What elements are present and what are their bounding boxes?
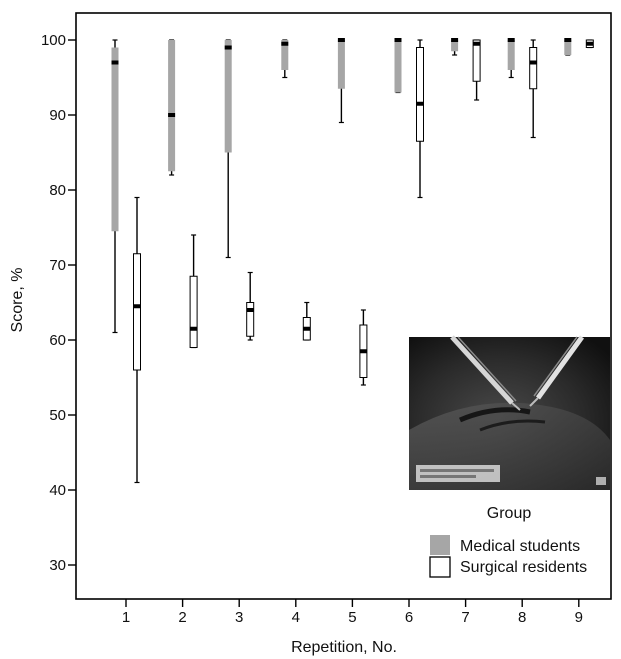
x-tick-label-6: 6 xyxy=(405,609,413,626)
y-tick-label-90: 90 xyxy=(49,107,66,124)
y-tick-label-80: 80 xyxy=(49,182,66,199)
iqr-box-medical-students-rep-7 xyxy=(451,40,459,52)
x-tick-label-5: 5 xyxy=(348,609,356,626)
box-surgical-residents-rep-7 xyxy=(472,39,481,101)
legend-label-medical-students: Medical students xyxy=(460,538,580,555)
box-surgical-residents-rep-6 xyxy=(416,39,424,199)
box-medical-students-rep-7 xyxy=(451,38,459,56)
box-medical-students-rep-4 xyxy=(281,39,289,79)
box-surgical-residents-rep-2 xyxy=(189,234,198,349)
box-surgical-residents-rep-4 xyxy=(302,301,311,341)
box-surgical-residents-rep-3 xyxy=(246,271,255,341)
laparoscopy-inset-image xyxy=(409,335,610,490)
median-surgical-residents-rep-1 xyxy=(133,304,141,309)
iqr-box-medical-students-rep-4 xyxy=(281,40,289,70)
median-medical-students-rep-4 xyxy=(281,41,289,46)
median-medical-students-rep-9 xyxy=(564,38,572,42)
x-tick-label-4: 4 xyxy=(292,609,300,626)
median-medical-students-rep-8 xyxy=(507,38,515,42)
iqr-box-medical-students-rep-8 xyxy=(507,40,515,70)
legend: Group Medical students Surgical resident… xyxy=(429,505,587,578)
median-medical-students-rep-7 xyxy=(451,38,459,42)
median-surgical-residents-rep-4 xyxy=(303,326,311,331)
y-tick-label-40: 40 xyxy=(49,482,66,499)
iqr-box-surgical-residents-rep-3 xyxy=(246,302,255,337)
y-tick-label-70: 70 xyxy=(49,257,66,274)
y-tick-label-60: 60 xyxy=(49,332,66,349)
y-tick-label-100: 100 xyxy=(41,32,66,49)
x-axis-title: Repetition, No. xyxy=(291,639,397,656)
iqr-box-surgical-residents-rep-8 xyxy=(529,47,538,90)
median-medical-students-rep-6 xyxy=(394,38,402,42)
box-medical-students-rep-9 xyxy=(564,38,572,56)
plot-area-frame xyxy=(75,12,612,600)
iqr-box-medical-students-rep-5 xyxy=(337,40,345,89)
legend-swatch-surgical-residents xyxy=(429,556,451,578)
legend-swatch-medical-students xyxy=(430,535,450,555)
box-medical-students-rep-3 xyxy=(224,39,232,259)
box-surgical-residents-rep-1 xyxy=(133,196,141,484)
iqr-box-medical-students-rep-2 xyxy=(168,40,176,172)
median-surgical-residents-rep-5 xyxy=(359,349,367,354)
x-tick-label-8: 8 xyxy=(518,609,526,626)
x-tick-label-2: 2 xyxy=(178,609,186,626)
median-surgical-residents-rep-9 xyxy=(586,41,594,46)
box-surgical-residents-rep-8 xyxy=(529,39,538,139)
iqr-box-surgical-residents-rep-6 xyxy=(416,47,424,142)
y-axis: 30 40 50 60 70 80 90 100 xyxy=(41,32,76,574)
iqr-box-medical-students-rep-6 xyxy=(394,40,402,93)
box-surgical-residents-rep-9 xyxy=(585,39,594,49)
median-surgical-residents-rep-6 xyxy=(416,101,424,106)
box-medical-students-rep-6 xyxy=(394,38,402,94)
y-tick-label-50: 50 xyxy=(49,407,66,424)
box-medical-students-rep-5 xyxy=(337,38,345,124)
x-tick-label-3: 3 xyxy=(235,609,243,626)
median-surgical-residents-rep-3 xyxy=(246,308,254,312)
median-medical-students-rep-1 xyxy=(111,60,119,65)
legend-label-surgical-residents: Surgical residents xyxy=(460,559,587,576)
iqr-box-medical-students-rep-1 xyxy=(111,47,119,232)
legend-title: Group xyxy=(487,505,532,522)
median-medical-students-rep-3 xyxy=(224,45,232,50)
box-medical-students-rep-1 xyxy=(111,39,119,334)
y-axis-title: Score, % xyxy=(9,268,26,333)
iqr-box-surgical-residents-rep-2 xyxy=(189,275,198,348)
box-surgical-residents-rep-5 xyxy=(359,309,368,386)
x-tick-label-7: 7 xyxy=(461,609,469,626)
x-tick-label-9: 9 xyxy=(575,609,583,626)
median-surgical-residents-rep-2 xyxy=(190,326,198,331)
iqr-box-surgical-residents-rep-7 xyxy=(472,39,481,82)
box-series xyxy=(111,38,594,484)
box-medical-students-rep-2 xyxy=(168,39,176,176)
x-axis: 1 2 3 4 5 6 7 8 9 xyxy=(122,599,583,626)
median-medical-students-rep-2 xyxy=(168,113,176,117)
iqr-box-medical-students-rep-3 xyxy=(224,40,232,153)
iqr-box-medical-students-rep-9 xyxy=(564,40,572,55)
median-surgical-residents-rep-8 xyxy=(529,60,537,65)
y-tick-label-30: 30 xyxy=(49,557,66,574)
iqr-box-surgical-residents-rep-1 xyxy=(133,253,141,371)
median-medical-students-rep-5 xyxy=(337,38,345,42)
median-surgical-residents-rep-7 xyxy=(473,41,481,46)
box-medical-students-rep-8 xyxy=(507,38,515,79)
x-tick-label-1: 1 xyxy=(122,609,130,626)
